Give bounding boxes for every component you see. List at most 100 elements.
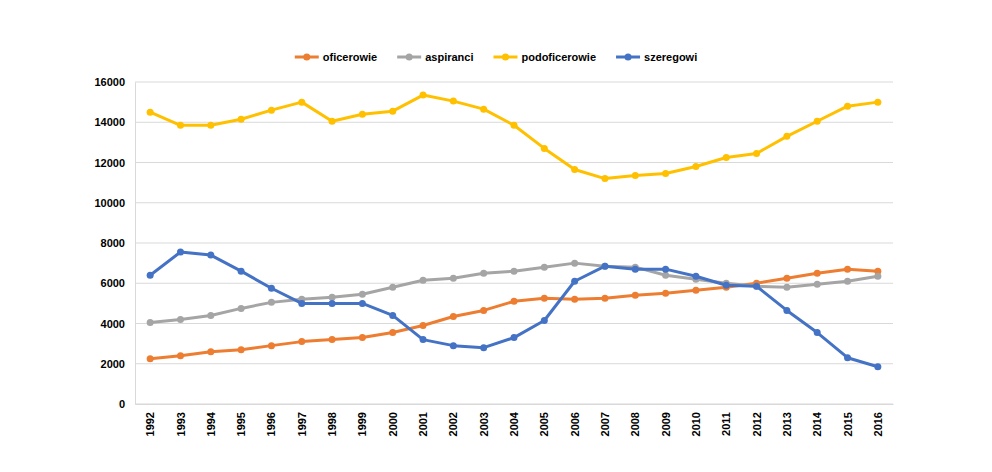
x-tick-label: 2009	[660, 412, 672, 436]
x-tick: 1993	[175, 404, 187, 436]
series-marker	[511, 268, 518, 275]
x-axis-line	[136, 404, 894, 405]
plot-area: 0200040006000800010000120001400016000199…	[94, 76, 893, 436]
x-tick: 1992	[144, 404, 156, 436]
x-tick-label: 2008	[629, 412, 641, 436]
x-tick: 1994	[205, 404, 217, 436]
series-marker	[147, 319, 154, 326]
legend-marker	[502, 54, 509, 61]
y-tick-label: 2000	[101, 358, 125, 370]
series-marker	[753, 150, 760, 157]
series-marker	[329, 118, 336, 125]
y-tick: 6000	[101, 277, 135, 289]
x-tick-label: 2014	[811, 411, 823, 436]
x-tick-label: 2001	[417, 412, 429, 436]
series-marker	[207, 312, 214, 319]
grid-line	[135, 323, 893, 324]
x-tick: 2008	[629, 404, 641, 436]
y-tick: 16000	[94, 76, 135, 88]
legend-label: szeregowi	[644, 51, 697, 63]
series-marker	[571, 278, 578, 285]
x-tick-label: 2016	[872, 412, 884, 436]
series-marker	[480, 344, 487, 351]
series-marker	[541, 264, 548, 271]
x-tick: 2015	[842, 404, 854, 436]
x-tick-label: 2006	[569, 412, 581, 436]
series-marker	[450, 275, 457, 282]
series-marker	[874, 363, 881, 370]
x-tick: 1997	[296, 404, 308, 436]
series-marker	[359, 300, 366, 307]
x-tick: 2014	[811, 404, 823, 436]
y-tick: 4000	[101, 318, 135, 330]
x-tick-label: 1992	[144, 412, 156, 436]
x-tick-label: 2015	[842, 412, 854, 436]
x-tick: 2002	[447, 404, 459, 436]
series-marker	[238, 305, 245, 312]
x-tick: 1996	[265, 404, 277, 436]
series-marker	[177, 352, 184, 359]
y-tick: 10000	[94, 197, 135, 209]
legend-item: aspiranci	[397, 51, 473, 63]
series-marker	[723, 282, 730, 289]
legend-marker	[625, 54, 632, 61]
series-marker	[238, 268, 245, 275]
chart: 0200040006000800010000120001400016000199…	[0, 0, 992, 472]
y-tick-label: 16000	[94, 76, 125, 88]
x-tick-label: 2004	[508, 411, 520, 436]
series-marker	[359, 291, 366, 298]
x-tick-label: 2000	[387, 412, 399, 436]
x-tick: 2011	[720, 404, 732, 436]
series-marker	[844, 103, 851, 110]
series-marker	[511, 122, 518, 129]
series-marker	[268, 342, 275, 349]
x-tick-label: 2013	[781, 412, 793, 436]
legend-marker	[406, 54, 413, 61]
x-tick-label: 2011	[720, 412, 732, 436]
x-tick-label: 1996	[265, 412, 277, 436]
series-marker	[268, 299, 275, 306]
y-tick: 12000	[94, 157, 135, 169]
x-tick: 1995	[235, 404, 247, 436]
grid-line	[135, 202, 893, 203]
series-marker	[420, 277, 427, 284]
series-marker	[480, 307, 487, 314]
x-tick-label: 1999	[356, 412, 368, 436]
series-marker	[298, 338, 305, 345]
series-marker	[359, 111, 366, 118]
series-marker	[783, 275, 790, 282]
grid-line	[135, 363, 893, 364]
series-marker	[692, 163, 699, 170]
x-tick: 2016	[872, 404, 884, 436]
x-tick: 2000	[387, 404, 399, 436]
series-marker	[541, 145, 548, 152]
series	[147, 249, 882, 371]
y-tick-label: 4000	[101, 318, 125, 330]
series-marker	[329, 294, 336, 301]
series-marker	[844, 278, 851, 285]
x-tick-label: 2012	[751, 412, 763, 436]
series-marker	[814, 118, 821, 125]
series-marker	[177, 316, 184, 323]
x-tick: 2006	[569, 404, 581, 436]
series-marker	[389, 312, 396, 319]
series-line	[150, 263, 878, 322]
series-marker	[238, 116, 245, 123]
grid-line	[135, 162, 893, 163]
x-tick-label: 2007	[599, 412, 611, 436]
series-marker	[298, 300, 305, 307]
series-marker	[571, 166, 578, 173]
y-axis: 0200040006000800010000120001400016000	[94, 76, 135, 410]
series-marker	[601, 263, 608, 270]
legend-label: podoficerowie	[521, 51, 596, 63]
series-group	[147, 92, 882, 371]
x-tick: 2003	[478, 404, 490, 436]
x-tick-label: 1993	[175, 412, 187, 436]
y-tick-label: 0	[119, 398, 125, 410]
series-marker	[450, 342, 457, 349]
series-marker	[632, 172, 639, 179]
series-marker	[571, 260, 578, 267]
grid-line	[135, 243, 893, 244]
series-marker	[662, 272, 669, 279]
y-tick-label: 14000	[94, 116, 125, 128]
